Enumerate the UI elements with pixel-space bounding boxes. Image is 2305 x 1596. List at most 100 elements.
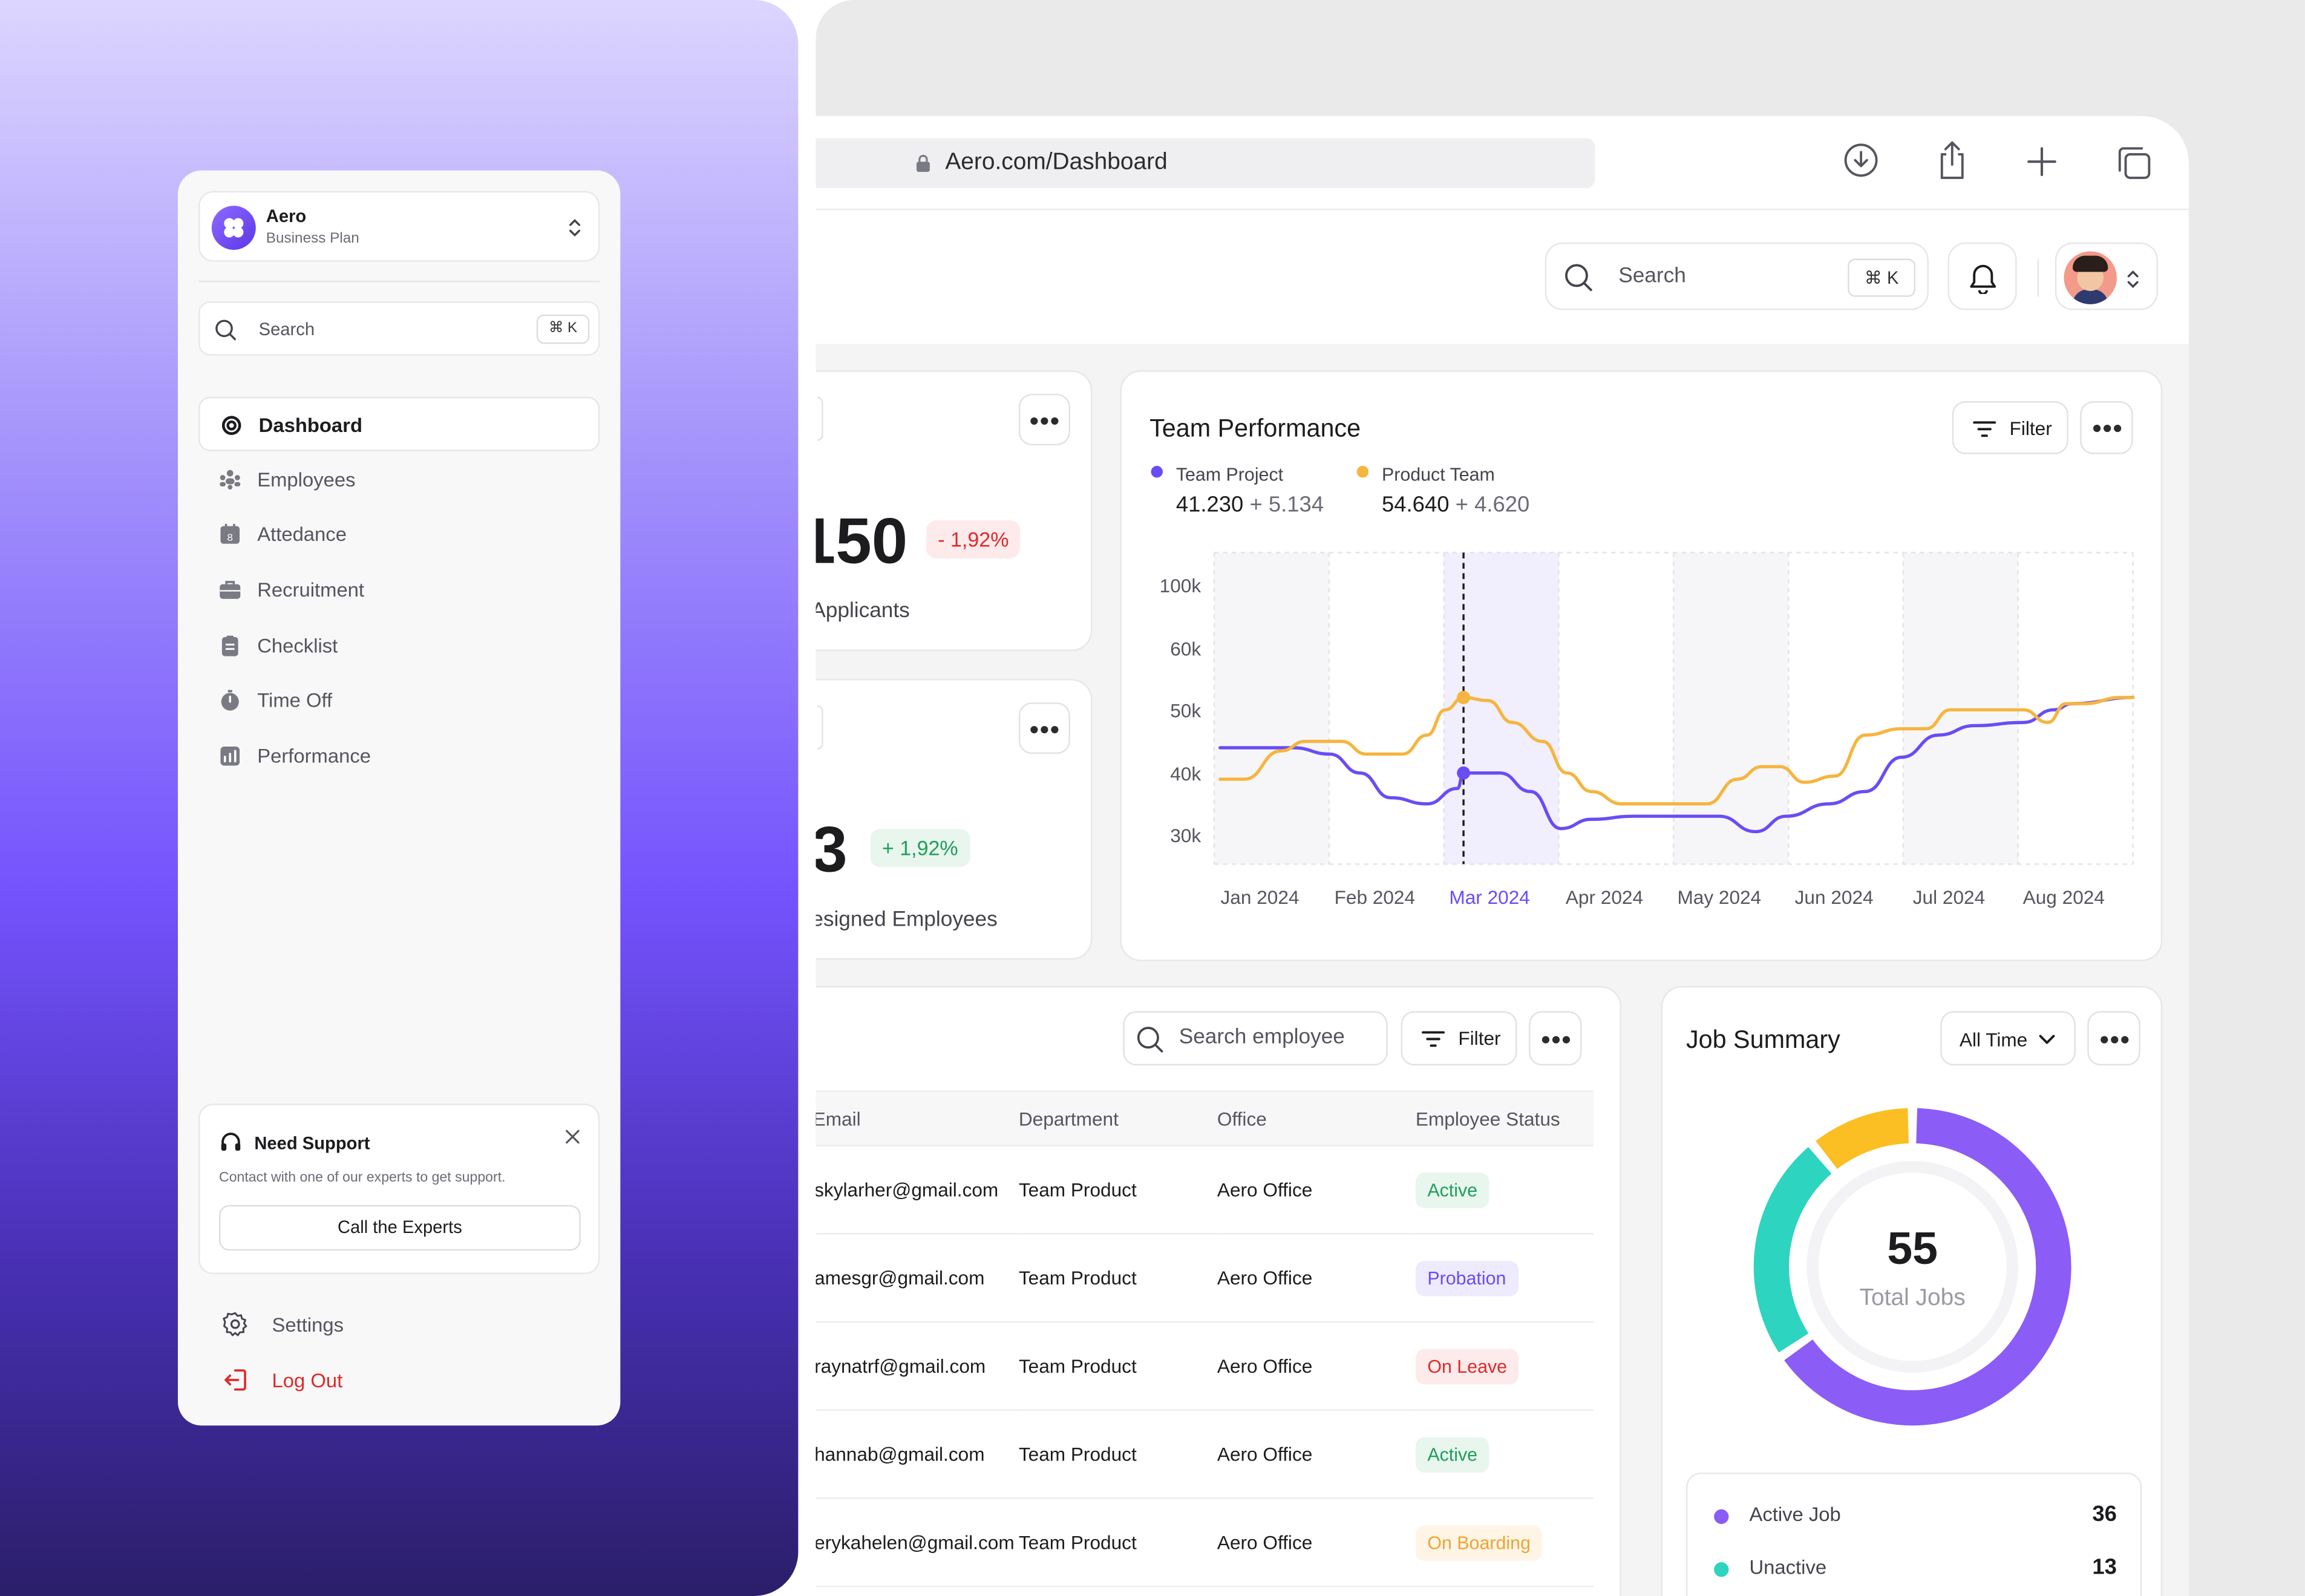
divider	[816, 208, 2189, 211]
global-search-label: Search	[1618, 264, 1686, 289]
donut-total: 55	[1887, 1223, 1938, 1275]
sidebar-item-employees[interactable]: Employees	[198, 452, 600, 508]
legend-value: 41.230 + 5.134	[1175, 492, 1324, 518]
clipboard-icon	[221, 635, 238, 656]
employee-search-input[interactable]: Search employee	[1123, 1011, 1388, 1066]
column-header-email[interactable]: Email	[816, 1090, 1019, 1146]
sidebar-item-label: Checklist	[257, 634, 338, 657]
sidebar-item-attedance[interactable]: 8 Attedance	[198, 508, 600, 563]
column-header-office[interactable]: Office	[1217, 1090, 1416, 1146]
table-row[interactable]: amesgr@gmail.com Team Product Aero Offic…	[816, 1234, 1594, 1323]
sidebar-item-label: Employees	[257, 468, 356, 491]
table-row[interactable]: erykahelen@gmail.com Team Product Aero O…	[816, 1498, 1594, 1588]
sidebar-item-recruitment[interactable]: Recruitment	[198, 563, 600, 618]
card-title: Team Performance	[1149, 414, 1361, 443]
download-icon[interactable]	[1843, 143, 1878, 178]
support-title: Need Support	[254, 1133, 370, 1154]
office-cell: Aero Office	[1217, 1321, 1416, 1411]
table-row[interactable]: raynatrf@gmail.com Team Product Aero Off…	[816, 1321, 1594, 1411]
sidebar-search-label: Search	[258, 319, 315, 340]
x-tick-label: Jul 2024	[1913, 886, 1985, 908]
filter-label: Filter	[2009, 417, 2052, 440]
avatar	[2064, 251, 2117, 304]
filter-button[interactable]: Filter	[1401, 1011, 1517, 1066]
profile-menu[interactable]	[2055, 242, 2158, 310]
global-search[interactable]: Search ⌘ K	[1545, 242, 1929, 310]
job-legend: Active Job 36 Unactive 13	[1685, 1472, 2142, 1596]
dashboard-icon	[221, 416, 241, 436]
filter-button[interactable]: Filter	[1952, 401, 2068, 454]
more-button[interactable]	[1018, 393, 1070, 446]
card-tag	[817, 396, 823, 441]
y-tick-label: 60k	[1170, 638, 1201, 659]
notifications-button[interactable]	[1947, 242, 2017, 310]
status-badge: On Leave	[1415, 1348, 1519, 1384]
chart-icon	[220, 747, 240, 766]
card-tag	[817, 705, 823, 750]
sidebar-item-performance[interactable]: Performance	[198, 729, 600, 785]
department-cell: Team Product	[1018, 1498, 1217, 1588]
more-button[interactable]	[1528, 1011, 1582, 1066]
call-experts-button[interactable]: Call the Experts	[219, 1205, 581, 1251]
settings-link[interactable]: Settings	[222, 1309, 457, 1339]
y-tick-label: 30k	[1170, 825, 1201, 846]
x-tick-label: Feb 2024	[1335, 886, 1415, 908]
column-header-department[interactable]: Department	[1018, 1090, 1217, 1146]
more-button[interactable]	[1018, 702, 1070, 754]
workspace-switcher[interactable]: Aero Business Plan	[198, 191, 600, 262]
period-select-value: All Time	[1959, 1029, 2028, 1051]
sidebar-item-dashboard[interactable]: Dashboard	[198, 396, 600, 451]
series-point	[1457, 766, 1471, 780]
donut-segment	[1753, 1146, 1832, 1353]
workspace-logo-icon	[211, 206, 256, 250]
chevron-updown-icon	[2127, 270, 2139, 289]
status-cell: On Leave	[1415, 1321, 1594, 1411]
job-donut-chart	[1753, 1108, 2071, 1426]
employees-icon	[220, 469, 241, 489]
table-header-row: Email Department Office Employee Status	[816, 1090, 1594, 1146]
share-icon[interactable]	[1936, 140, 1968, 181]
sidebar-search[interactable]: Search ⌘ K	[198, 301, 600, 356]
legend-dot	[1151, 466, 1163, 478]
more-button[interactable]	[2080, 401, 2133, 454]
workspace-plan: Business Plan	[266, 231, 359, 247]
column-header-status[interactable]: Employee Status	[1415, 1090, 1594, 1146]
browser-window: Aero.com/Dashboard Search ⌘ K	[816, 116, 2189, 1596]
status-badge: Probation	[1415, 1260, 1518, 1296]
period-select[interactable]: All Time	[1940, 1011, 2076, 1066]
status-cell: Active	[1415, 1410, 1594, 1499]
legend-value: 13	[2092, 1554, 2117, 1580]
legend-value: 54.640 + 4.620	[1382, 492, 1530, 518]
logout-link[interactable]: Log Out	[222, 1365, 457, 1395]
stopwatch-icon	[221, 690, 239, 711]
chevron-updown-icon	[569, 218, 581, 237]
support-card: Need Support Contact with one of our exp…	[198, 1104, 600, 1275]
sidebar-item-checklist[interactable]: Checklist	[198, 618, 600, 674]
close-icon[interactable]	[564, 1129, 581, 1145]
chevron-down-icon	[2039, 1035, 2055, 1044]
chart-column-band	[1214, 552, 1329, 865]
table-row[interactable]: skylarher@gmail.com Team Product Aero Of…	[816, 1145, 1594, 1235]
donut-segment	[1816, 1108, 1909, 1169]
legend-dot	[1356, 466, 1369, 478]
series-line	[1218, 696, 2135, 834]
stat-label: esigned Employees	[816, 908, 998, 932]
settings-label: Settings	[272, 1313, 344, 1336]
divider	[2037, 258, 2039, 297]
sidebar-item-label: Performance	[257, 745, 371, 768]
more-button[interactable]	[2087, 1011, 2140, 1066]
tabs-icon[interactable]	[2115, 144, 2153, 182]
table-row[interactable]: hannab@gmail.com Team Product Aero Offic…	[816, 1410, 1594, 1499]
sidebar-item-time-off[interactable]: Time Off	[198, 674, 600, 730]
lock-icon	[916, 154, 930, 172]
gear-icon	[223, 1312, 247, 1336]
status-cell: Probation	[1415, 1234, 1594, 1323]
chart-column-band	[1443, 552, 1559, 865]
search-icon	[215, 319, 236, 341]
address-bar[interactable]: Aero.com/Dashboard	[816, 138, 1595, 188]
plus-icon[interactable]	[2025, 145, 2058, 177]
stat-label: Applicants	[816, 600, 910, 623]
status-cell: On Boarding	[1415, 1498, 1594, 1588]
email-cell: raynatrf@gmail.com	[816, 1321, 1019, 1411]
